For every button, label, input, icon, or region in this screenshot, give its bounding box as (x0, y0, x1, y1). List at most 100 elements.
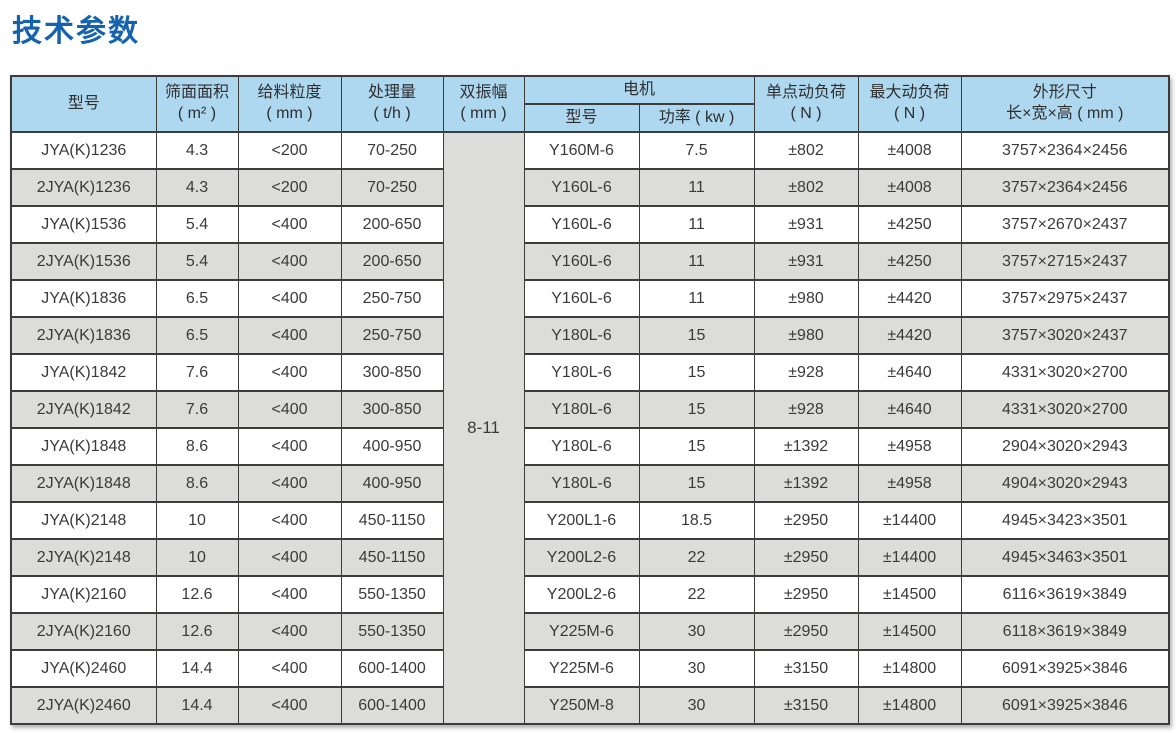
cell-motor-power: 30 (638, 686, 755, 725)
cell-unit-load: ±980 (753, 279, 859, 318)
cell-feed-size: <400 (237, 464, 342, 503)
cell-feed-size: <400 (237, 205, 342, 244)
cell-model: 2JYA(K)1536 (10, 242, 157, 281)
cell-model: 2JYA(K)2160 (10, 612, 157, 651)
col-header-motor-power: 功率 ( kw ) (638, 103, 755, 133)
cell-max-load: ±4420 (857, 279, 962, 318)
cell-screen-area: 5.4 (155, 205, 239, 244)
cell-capacity: 400-950 (340, 464, 444, 503)
cell-unit-load: ±802 (753, 131, 859, 170)
cell-unit-load: ±2950 (753, 538, 859, 577)
cell-motor-power: 30 (638, 649, 755, 688)
cell-feed-size: <400 (237, 390, 342, 429)
cell-feed-size: <400 (237, 242, 342, 281)
cell-max-load: ±14800 (857, 649, 962, 688)
cell-unit-load: ±1392 (753, 427, 859, 466)
cell-screen-area: 7.6 (155, 390, 239, 429)
cell-motor-model: Y160L-6 (523, 205, 640, 244)
table-row: 2JYA(K)1836 6.5 <400 250-750 Y180L-6 15 … (10, 316, 1170, 355)
cell-screen-area: 8.6 (155, 464, 239, 503)
cell-feed-size: <200 (237, 168, 342, 207)
cell-dimensions: 4945×3423×3501 (960, 501, 1170, 540)
cell-feed-size: <400 (237, 501, 342, 540)
cell-feed-size: <200 (237, 131, 342, 170)
col-header-capacity: 处理量 ( t/h ) (340, 75, 444, 133)
cell-model: JYA(K)1848 (10, 427, 157, 466)
cell-model: 2JYA(K)1848 (10, 464, 157, 503)
cell-model: 2JYA(K)1842 (10, 390, 157, 429)
cell-motor-model: Y160M-6 (523, 131, 640, 170)
cell-screen-area: 4.3 (155, 131, 239, 170)
cell-motor-model: Y200L2-6 (523, 538, 640, 577)
cell-amplitude: 8-11 (442, 131, 525, 725)
cell-motor-power: 15 (638, 316, 755, 355)
cell-capacity: 70-250 (340, 168, 444, 207)
col-header-amplitude-line2: ( mm ) (460, 105, 507, 122)
cell-motor-power: 30 (638, 612, 755, 651)
cell-unit-load: ±2950 (753, 501, 859, 540)
cell-screen-area: 14.4 (155, 649, 239, 688)
cell-motor-model: Y250M-8 (523, 686, 640, 725)
table-row: 2JYA(K)1536 5.4 <400 200-650 Y160L-6 11 … (10, 242, 1170, 281)
table-row: JYA(K)1836 6.5 <400 250-750 Y160L-6 11 ±… (10, 279, 1170, 318)
cell-motor-model: Y200L2-6 (523, 575, 640, 614)
cell-unit-load: ±980 (753, 316, 859, 355)
cell-dimensions: 3757×2975×2437 (960, 279, 1170, 318)
cell-max-load: ±14500 (857, 575, 962, 614)
cell-motor-power: 11 (638, 205, 755, 244)
page-title: 技术参数 (12, 15, 140, 48)
cell-model: 2JYA(K)2460 (10, 686, 157, 725)
cell-max-load: ±4958 (857, 464, 962, 503)
table-row: JYA(K)1536 5.4 <400 200-650 Y160L-6 11 ±… (10, 205, 1170, 244)
cell-motor-power: 22 (638, 538, 755, 577)
col-header-motor-model: 型号 (523, 103, 640, 133)
cell-feed-size: <400 (237, 316, 342, 355)
col-header-screen-area-line1: 筛面面积 (164, 84, 229, 102)
cell-dimensions: 2904×3020×2943 (960, 427, 1170, 466)
col-header-unit-load: 单点动负荷 ( N ) (753, 75, 859, 133)
cell-motor-model: Y180L-6 (523, 390, 640, 429)
cell-dimensions: 4331×3020×2700 (960, 353, 1170, 392)
cell-screen-area: 10 (155, 538, 239, 577)
col-header-max-load: 最大动负荷 ( N ) (857, 75, 962, 133)
cell-motor-model: Y180L-6 (523, 464, 640, 503)
cell-dimensions: 3757×2670×2437 (960, 205, 1170, 244)
col-header-feed-size: 给料粒度 ( mm ) (237, 75, 342, 133)
col-header-unit-load-line1: 单点动负荷 (766, 84, 847, 102)
cell-capacity: 450-1150 (340, 501, 444, 540)
cell-screen-area: 8.6 (155, 427, 239, 466)
table-row: JYA(K)2148 10 <400 450-1150 Y200L1-6 18.… (10, 501, 1170, 540)
cell-capacity: 300-850 (340, 390, 444, 429)
cell-unit-load: ±3150 (753, 649, 859, 688)
cell-model: JYA(K)2160 (10, 575, 157, 614)
cell-model: JYA(K)1236 (10, 131, 157, 170)
cell-max-load: ±4250 (857, 205, 962, 244)
table-row: 2JYA(K)2460 14.4 <400 600-1400 Y250M-8 3… (10, 686, 1170, 725)
cell-motor-model: Y180L-6 (523, 353, 640, 392)
cell-dimensions: 6091×3925×3846 (960, 686, 1170, 725)
cell-motor-model: Y180L-6 (523, 316, 640, 355)
cell-screen-area: 7.6 (155, 353, 239, 392)
cell-dimensions: 4904×3020×2943 (960, 464, 1170, 503)
cell-unit-load: ±931 (753, 242, 859, 281)
table-row: 2JYA(K)1842 7.6 <400 300-850 Y180L-6 15 … (10, 390, 1170, 429)
cell-model: 2JYA(K)1836 (10, 316, 157, 355)
cell-feed-size: <400 (237, 427, 342, 466)
cell-feed-size: <400 (237, 649, 342, 688)
table-row: 2JYA(K)2148 10 <400 450-1150 Y200L2-6 22… (10, 538, 1170, 577)
cell-capacity: 300-850 (340, 353, 444, 392)
col-header-screen-area: 筛面面积 ( m² ) (155, 75, 239, 133)
cell-screen-area: 6.5 (155, 279, 239, 318)
cell-unit-load: ±928 (753, 390, 859, 429)
cell-motor-power: 15 (638, 390, 755, 429)
cell-unit-load: ±928 (753, 353, 859, 392)
col-header-screen-area-line2: ( m² ) (177, 105, 217, 122)
cell-max-load: ±14800 (857, 686, 962, 725)
cell-dimensions: 6118×3619×3849 (960, 612, 1170, 651)
cell-screen-area: 12.6 (155, 612, 239, 651)
cell-max-load: ±4420 (857, 316, 962, 355)
cell-capacity: 550-1350 (340, 612, 444, 651)
col-header-model: 型号 (10, 75, 157, 133)
cell-max-load: ±4958 (857, 427, 962, 466)
cell-dimensions: 3757×2364×2456 (960, 131, 1170, 170)
